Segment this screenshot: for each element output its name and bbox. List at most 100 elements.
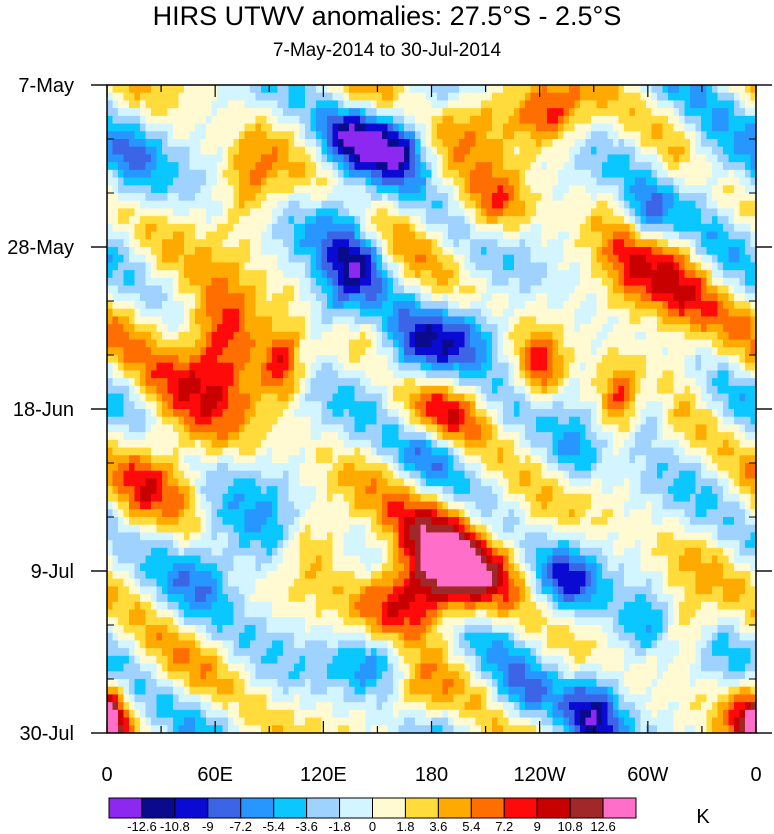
field-cell <box>712 331 719 341</box>
field-cell <box>558 162 565 171</box>
field-cell <box>222 339 229 348</box>
field-cell <box>178 316 185 325</box>
field-cell <box>382 154 389 163</box>
field-cell <box>574 154 581 163</box>
field-cell <box>668 216 675 225</box>
field-cell <box>145 115 152 125</box>
field-cell <box>662 92 669 102</box>
field-cell <box>321 355 328 364</box>
field-cell <box>145 139 152 148</box>
field-cell <box>728 100 735 109</box>
field-cell <box>481 277 488 287</box>
field-cell <box>442 92 449 102</box>
field-cell <box>211 247 218 256</box>
field-cell <box>321 293 328 302</box>
field-cell <box>283 185 290 194</box>
field-cell <box>712 216 719 225</box>
field-cell <box>431 223 438 233</box>
field-cell <box>596 85 603 94</box>
field-cell <box>651 316 658 325</box>
field-cell <box>580 146 587 156</box>
field-cell <box>332 362 339 372</box>
field-cell <box>294 100 301 109</box>
field-cell <box>723 254 730 264</box>
field-cell <box>723 85 730 94</box>
field-cell <box>607 115 614 125</box>
field-cell <box>316 401 323 410</box>
field-cell <box>530 146 537 156</box>
field-cell <box>310 331 317 341</box>
field-cell <box>140 216 147 225</box>
field-cell <box>679 247 686 256</box>
field-cell <box>178 247 185 256</box>
field-cell <box>239 355 246 364</box>
field-cell <box>140 339 147 348</box>
field-cell <box>602 324 609 333</box>
field-cell <box>349 85 356 94</box>
field-cell <box>112 231 119 240</box>
field-cell <box>420 339 427 348</box>
field-cell <box>112 115 119 125</box>
field-cell <box>272 355 279 364</box>
field-cell <box>365 324 372 333</box>
field-cell <box>497 200 504 210</box>
field-cell <box>167 123 174 132</box>
field-cell <box>519 108 526 117</box>
field-cell <box>552 185 559 194</box>
field-cell <box>470 169 477 179</box>
field-cell <box>387 85 394 94</box>
field-cell <box>338 216 345 225</box>
field-cell <box>299 339 306 348</box>
field-cell <box>288 378 295 387</box>
field-cell <box>635 331 642 341</box>
field-cell <box>624 370 631 379</box>
field-cell <box>453 293 460 302</box>
field-cell <box>310 115 317 125</box>
field-cell <box>409 277 416 287</box>
field-cell <box>519 139 526 148</box>
field-cell <box>525 193 532 202</box>
field-cell <box>272 254 279 264</box>
field-cell <box>481 123 488 132</box>
field-cell <box>294 223 301 233</box>
field-cell <box>745 262 752 271</box>
field-cell <box>558 123 565 132</box>
field-cell <box>701 162 708 171</box>
field-cell <box>552 208 559 217</box>
field-cell <box>332 100 339 109</box>
field-cell <box>200 223 207 233</box>
field-cell <box>343 193 350 202</box>
field-cell <box>426 401 433 410</box>
field-cell <box>591 316 598 325</box>
field-cell <box>123 316 130 325</box>
field-cell <box>409 262 416 271</box>
field-cell <box>266 123 273 132</box>
field-cell <box>695 131 702 140</box>
field-cell <box>277 331 284 341</box>
field-cell <box>706 208 713 217</box>
field-cell <box>448 308 455 318</box>
field-cell <box>398 370 405 379</box>
field-cell <box>112 339 119 348</box>
field-cell <box>596 262 603 271</box>
field-cell <box>486 162 493 171</box>
field-cell <box>690 385 697 395</box>
field-cell <box>437 115 444 125</box>
field-cell <box>530 216 537 225</box>
field-cell <box>712 85 719 94</box>
field-cell <box>536 139 543 148</box>
field-cell <box>690 370 697 379</box>
field-cell <box>497 177 504 186</box>
field-cell <box>541 301 548 310</box>
field-cell <box>310 401 317 410</box>
field-cell <box>123 85 130 94</box>
field-cell <box>442 85 449 94</box>
field-cell <box>244 362 251 372</box>
field-cell <box>151 262 158 271</box>
field-cell <box>673 108 680 117</box>
field-cell <box>393 115 400 125</box>
field-cell <box>585 208 592 217</box>
field-cell <box>503 254 510 264</box>
field-cell <box>668 208 675 217</box>
field-cell <box>228 285 235 294</box>
